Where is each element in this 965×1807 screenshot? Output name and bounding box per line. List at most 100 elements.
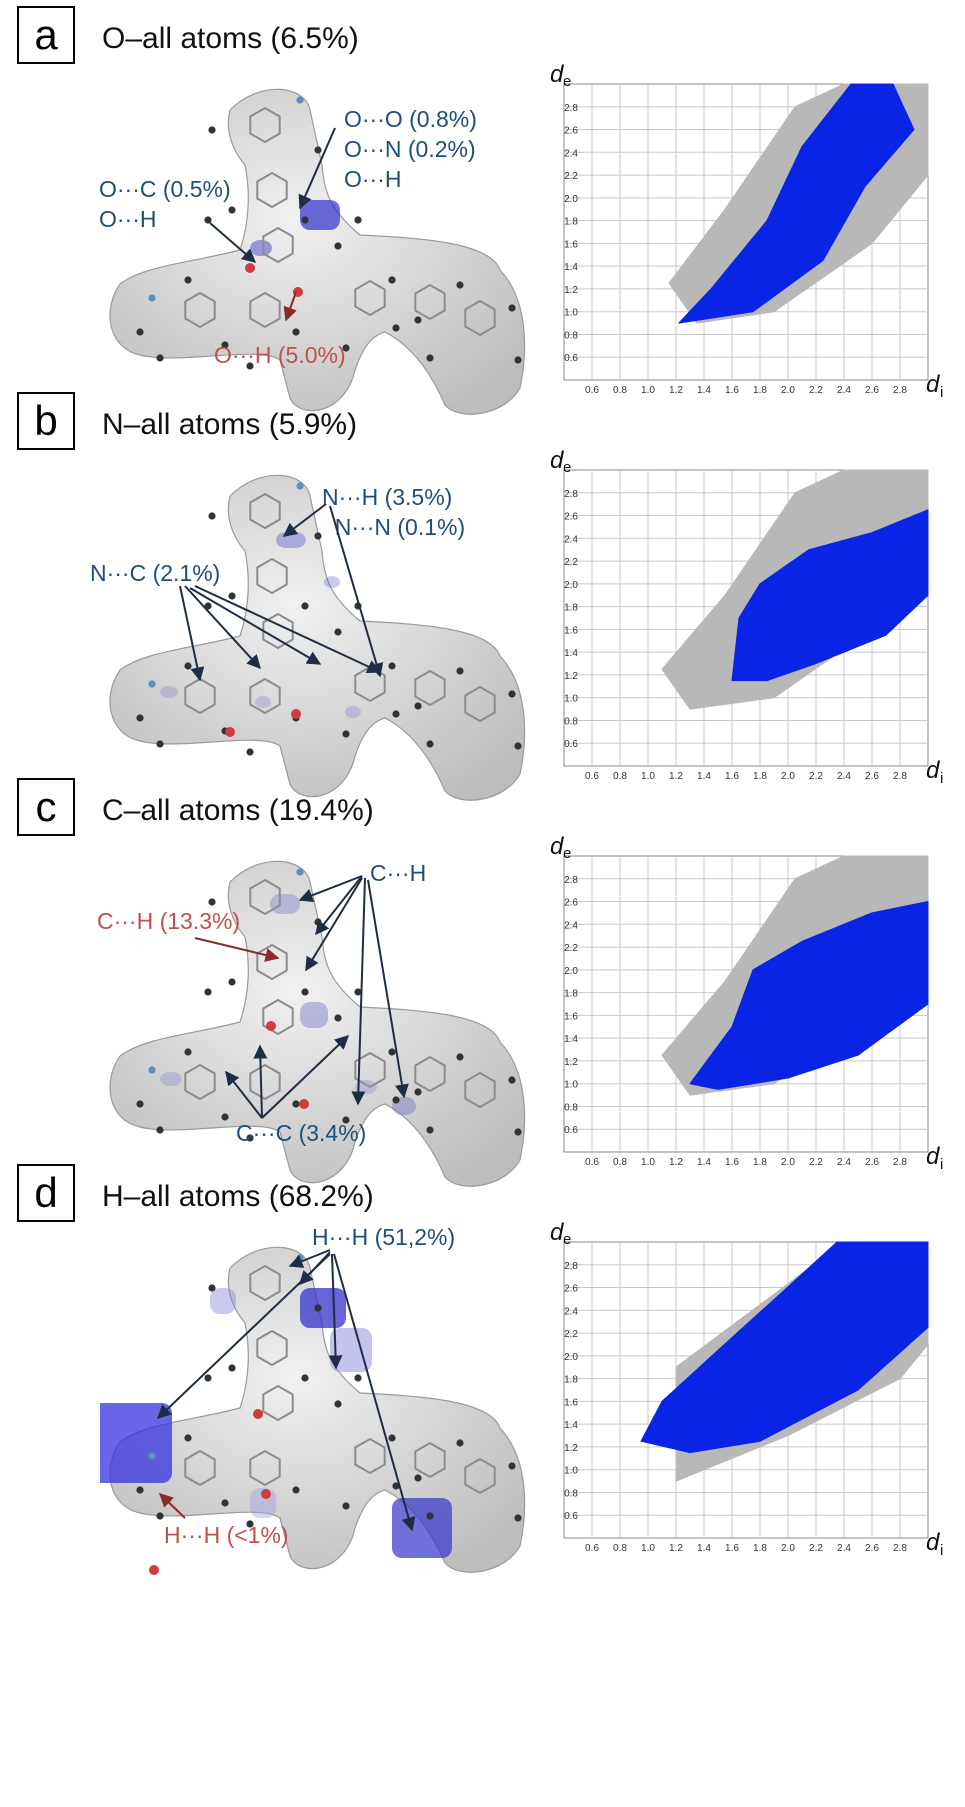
annotation-o-h: O···H (5.0%) xyxy=(214,342,346,368)
y-tick-label: 1.4 xyxy=(564,1034,578,1045)
y-tick-label: 2.0 xyxy=(564,580,578,591)
y-tick-label: 1.8 xyxy=(564,989,578,1000)
y-tick-label: 1.4 xyxy=(564,1420,578,1431)
atom xyxy=(456,1053,464,1061)
atom xyxy=(292,1100,300,1108)
panel-label: c xyxy=(17,778,75,836)
atom xyxy=(156,1126,164,1134)
y-tick-label: 2.2 xyxy=(564,557,578,568)
y-tick-label: 0.8 xyxy=(564,1488,578,1499)
y-tick-label: 2.4 xyxy=(564,148,578,159)
ring xyxy=(464,1071,496,1109)
x-tick-label: 2.8 xyxy=(893,385,907,396)
ring xyxy=(249,677,281,715)
x-tick-label: 1.8 xyxy=(753,1543,767,1554)
atom xyxy=(204,988,212,996)
contact-patch xyxy=(255,696,271,708)
atom xyxy=(296,868,304,876)
y-tick-label: 2.4 xyxy=(564,534,578,545)
atom xyxy=(354,988,362,996)
atom xyxy=(508,690,516,698)
x-tick-label: 1.4 xyxy=(697,1543,711,1554)
atom xyxy=(388,1048,396,1056)
x-tick-label: 0.6 xyxy=(585,385,599,396)
annotation-o-o: O···O (0.8%) O···N (0.2%) O···H xyxy=(344,106,477,192)
x-tick-label: 1.2 xyxy=(669,1157,683,1168)
atom xyxy=(414,702,422,710)
contact-patch xyxy=(355,1080,377,1094)
atom xyxy=(392,1482,400,1490)
x-tick-label: 1.4 xyxy=(697,385,711,396)
atom xyxy=(342,344,350,352)
x-tick-label: 2.8 xyxy=(893,771,907,782)
ring xyxy=(354,279,386,317)
close-contact-spot xyxy=(225,727,235,737)
y-tick-label: 1.2 xyxy=(564,1057,578,1068)
atom xyxy=(208,126,216,134)
y-tick-label: 0.8 xyxy=(564,716,578,727)
contact-patch xyxy=(324,576,340,588)
ring xyxy=(184,677,216,715)
atom xyxy=(414,1088,422,1096)
atom xyxy=(228,592,236,600)
close-contact-spot xyxy=(149,1565,159,1575)
panel-label: b xyxy=(17,392,75,450)
close-contact-spot xyxy=(253,1409,263,1419)
atom xyxy=(246,362,254,370)
ring xyxy=(249,492,281,530)
y-tick-label: 1.0 xyxy=(564,1080,578,1091)
x-tick-label: 1.0 xyxy=(641,771,655,782)
annotation-c-c: C···C (3.4%) xyxy=(236,1120,367,1146)
atom xyxy=(296,1254,304,1262)
atom xyxy=(508,1462,516,1470)
x-tick-label: 1.4 xyxy=(697,1157,711,1168)
x-tick-label: 2.2 xyxy=(809,771,823,782)
atom xyxy=(184,1434,192,1442)
annotation-h-h-small: H···H (<1%) xyxy=(164,1522,289,1548)
x-tick-label: 0.8 xyxy=(613,1543,627,1554)
atom xyxy=(314,918,322,926)
x-tick-label: 1.0 xyxy=(641,1157,655,1168)
x-axis-label: d xyxy=(926,757,940,784)
contact-patch xyxy=(210,1288,236,1314)
atom xyxy=(514,742,522,750)
x-tick-label: 1.2 xyxy=(669,385,683,396)
x-tick-label: 2.4 xyxy=(837,1157,851,1168)
x-tick-label: 1.0 xyxy=(641,385,655,396)
y-tick-label: 1.0 xyxy=(564,1466,578,1477)
atom xyxy=(414,316,422,324)
y-tick-label: 1.4 xyxy=(564,648,578,659)
y-axis-label-sub: e xyxy=(563,845,571,862)
annotation-n-h: N···H (3.5%) N···N (0.1%) xyxy=(322,484,466,540)
atom xyxy=(228,978,236,986)
y-tick-label: 0.8 xyxy=(564,1102,578,1113)
x-tick-label: 0.8 xyxy=(613,385,627,396)
atom xyxy=(334,1014,342,1022)
y-tick-label: 2.2 xyxy=(564,171,578,182)
atom xyxy=(342,1502,350,1510)
y-tick-label: 2.2 xyxy=(564,943,578,954)
x-tick-label: 1.6 xyxy=(725,1543,739,1554)
atom xyxy=(354,602,362,610)
atom xyxy=(221,341,229,349)
atom xyxy=(228,206,236,214)
contact-patch xyxy=(160,686,178,698)
atom xyxy=(314,146,322,154)
y-tick-label: 1.6 xyxy=(564,625,578,636)
x-tick-label: 2.6 xyxy=(865,1157,879,1168)
y-tick-label: 1.8 xyxy=(564,217,578,228)
y-tick-label: 2.2 xyxy=(564,1329,578,1340)
atom xyxy=(354,1374,362,1382)
y-tick-label: 2.8 xyxy=(564,875,578,886)
panel-title: C–all atoms (19.4%) xyxy=(102,794,374,827)
x-tick-label: 2.6 xyxy=(865,771,879,782)
y-tick-label: 2.4 xyxy=(564,920,578,931)
contact-patch xyxy=(300,1288,346,1328)
y-axis-label: d xyxy=(550,450,564,474)
y-tick-label: 2.6 xyxy=(564,126,578,137)
ring xyxy=(249,291,281,329)
ring xyxy=(249,1449,281,1487)
atom xyxy=(208,512,216,520)
x-tick-label: 1.6 xyxy=(725,1157,739,1168)
y-tick-label: 2.8 xyxy=(564,1261,578,1272)
